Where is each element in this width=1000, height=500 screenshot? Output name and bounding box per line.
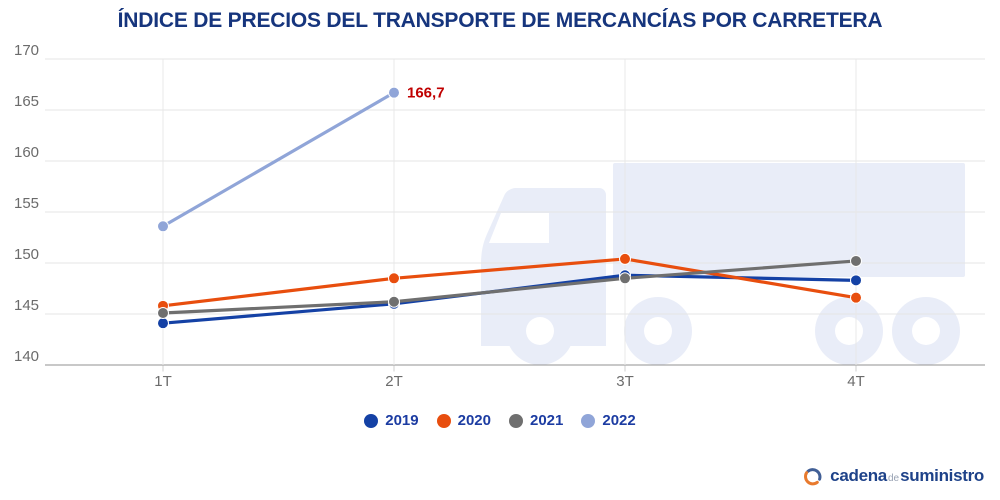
truck-wheel-hub-shape (912, 317, 940, 345)
y-axis-tick-label: 145 (14, 297, 39, 314)
truck-wheel-hub-shape (644, 317, 672, 345)
cadena-logo-icon (804, 468, 822, 486)
data-point-2021-4T (850, 254, 862, 267)
legend-label: 2020 (457, 412, 491, 429)
data-point-2019-1T (157, 317, 169, 330)
legend-swatch-2020 (436, 413, 451, 428)
logo-arc-blue (806, 468, 822, 481)
legend-item-2021: 2021 (509, 412, 563, 429)
data-point-2022-2T (388, 86, 400, 99)
data-point-2020-2T (388, 272, 400, 285)
series-line-2021 (161, 259, 858, 315)
truck-window-shape (489, 213, 549, 243)
logo-word-de: de (887, 473, 900, 484)
y-axis-tick-label: 170 (14, 42, 39, 59)
y-axis-tick-label: 140 (14, 348, 39, 365)
legend-item-2020: 2020 (436, 412, 491, 429)
data-point-2021-2T (388, 295, 400, 308)
truck-wheel-hub-shape (835, 317, 863, 345)
data-point-2019-4T (850, 274, 862, 287)
y-axis-tick-label: 150 (14, 246, 39, 263)
y-axis-tick-label: 165 (14, 93, 39, 110)
cadena-de-suministro-logo[interactable]: cadena de suministro (802, 465, 984, 487)
legend-label: 2021 (530, 412, 564, 429)
legend-item-2019: 2019 (364, 412, 419, 429)
legend-swatch-2021 (509, 413, 523, 428)
legend-swatch-2019 (364, 413, 379, 428)
annotation-value-label: 166,7 (407, 85, 445, 102)
logo-word-suministro: suministro (900, 466, 984, 485)
logo-arc-orange (804, 471, 819, 486)
truck-wheel-hub-shape (526, 317, 554, 345)
series-line-2022 (161, 91, 396, 228)
data-point-2020-4T (850, 291, 862, 304)
data-point-2021-3T (619, 272, 631, 285)
x-axis-category-label: 3T (616, 373, 634, 390)
logo-word-cadena: cadena (830, 466, 887, 485)
x-axis-category-label: 1T (154, 373, 172, 390)
legend-label: 2019 (385, 412, 419, 429)
x-axis-category-label: 2T (385, 373, 403, 390)
truck-trailer-shape (613, 163, 965, 277)
data-point-2022-1T (157, 220, 169, 233)
data-point-2020-3T (619, 252, 631, 265)
data-point-2021-1T (157, 306, 169, 319)
chart-legend: 2019 2020 2021 2022 (0, 412, 1000, 429)
legend-item-2022: 2022 (581, 412, 636, 429)
legend-label: 2022 (602, 412, 636, 429)
chart-title: ÍNDICE DE PRECIOS DEL TRANSPORTE DE MERC… (117, 9, 883, 32)
y-axis-tick-label: 155 (14, 195, 39, 212)
series-line-2020 (161, 257, 858, 308)
y-axis-tick-label: 160 (14, 144, 39, 161)
legend-swatch-2022 (581, 413, 596, 428)
x-axis-category-label: 4T (847, 373, 865, 390)
